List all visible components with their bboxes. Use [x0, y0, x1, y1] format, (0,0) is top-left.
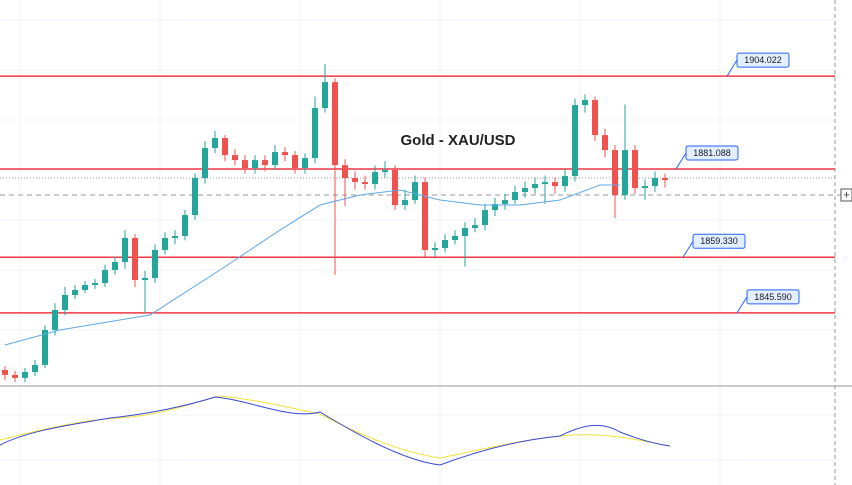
candle-body — [592, 100, 598, 136]
candle-body — [12, 374, 18, 378]
macd-signal — [0, 395, 671, 459]
level-leader — [736, 296, 748, 314]
macd-line — [0, 396, 671, 466]
candle-body — [452, 236, 458, 240]
candle-body — [462, 228, 468, 237]
candle-body — [512, 192, 518, 201]
level-leader — [726, 59, 738, 77]
candle-body — [332, 82, 338, 166]
candle-body — [542, 182, 548, 185]
candle-body — [162, 238, 168, 251]
candle-body — [42, 329, 48, 365]
candle-body — [382, 170, 388, 173]
candle-body — [482, 210, 488, 226]
candle-body — [272, 152, 278, 166]
candle-body — [472, 225, 478, 229]
candle-body — [562, 176, 568, 187]
candle-body — [412, 182, 418, 201]
candle-body — [242, 160, 248, 169]
level-label: 1859.330 — [700, 236, 738, 246]
candle-body — [142, 277, 148, 280]
moving-average — [4, 184, 620, 346]
candle-body — [262, 160, 268, 166]
candle-body — [312, 108, 318, 159]
candle-body — [642, 186, 648, 189]
level-label: 1845.590 — [754, 292, 792, 302]
candle-body — [532, 184, 538, 189]
candle-body — [422, 182, 428, 251]
candle-body — [222, 138, 228, 156]
candle-body — [52, 309, 58, 330]
candle-body — [612, 150, 618, 196]
candle-body — [192, 178, 198, 216]
candle-body — [492, 204, 498, 211]
candle-body — [82, 284, 88, 290]
candle-body — [2, 370, 8, 375]
level-leader — [675, 152, 687, 170]
candle-body — [132, 238, 138, 280]
level-label-box — [736, 52, 790, 68]
candle-body — [72, 289, 78, 295]
candle-body — [342, 165, 348, 179]
candle-body — [442, 239, 448, 249]
candle-body — [292, 155, 298, 169]
candle-body — [212, 138, 218, 149]
candle-body — [602, 135, 608, 151]
candle-body — [352, 178, 358, 183]
candle-body — [582, 100, 588, 106]
candle-body — [102, 269, 108, 283]
candle-body — [402, 200, 408, 206]
crosshair-plus: + — [843, 189, 849, 201]
level-label: 1881.088 — [693, 148, 731, 158]
level-leader — [682, 240, 694, 258]
candle-body — [622, 150, 628, 196]
candle-body — [62, 294, 68, 310]
chart-title: Gold - XAU/USD — [401, 132, 516, 149]
candle-body — [522, 188, 528, 193]
candle-body — [662, 178, 668, 181]
candle-body — [122, 238, 128, 263]
candle-body — [632, 150, 638, 189]
level-label-box — [746, 289, 800, 305]
candle-body — [362, 182, 368, 185]
candle-body — [432, 248, 438, 251]
candle-body — [302, 158, 308, 169]
candle-body — [182, 215, 188, 237]
candle-body — [32, 364, 38, 372]
level-label: 1904.022 — [744, 55, 782, 65]
candle-body — [502, 200, 508, 205]
crosshair-button[interactable] — [840, 188, 852, 202]
candle-body — [202, 148, 208, 179]
candle-body — [572, 105, 578, 177]
candle-body — [92, 282, 98, 285]
candle-body — [232, 155, 238, 161]
candle-body — [252, 160, 258, 169]
candle-body — [172, 236, 178, 239]
candle-body — [552, 182, 558, 187]
candle-body — [372, 172, 378, 185]
macd-pane — [0, 395, 671, 466]
candle-body — [392, 170, 398, 206]
candle-body — [282, 152, 288, 156]
candle-body — [152, 250, 158, 278]
level-label-box — [692, 233, 746, 249]
candle-body — [112, 262, 118, 270]
candle-body — [322, 82, 328, 109]
candle-body — [652, 178, 658, 187]
candle-body — [22, 371, 28, 378]
level-label-box — [685, 145, 739, 161]
